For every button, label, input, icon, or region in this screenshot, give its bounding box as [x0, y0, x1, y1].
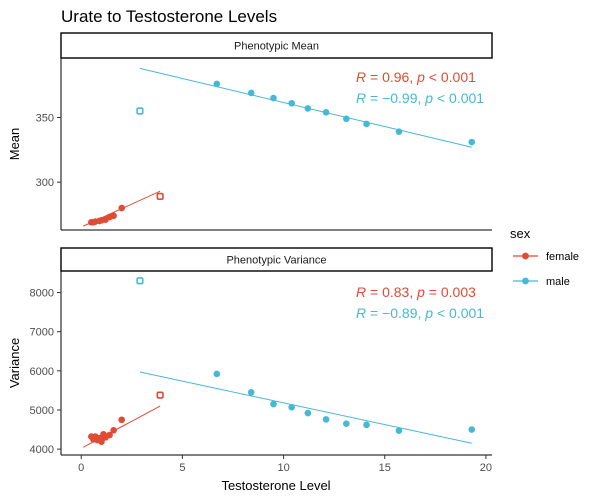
facet-strip-label: Phenotypic Mean — [234, 41, 319, 53]
data-point-male — [247, 89, 255, 97]
data-point-male — [395, 128, 403, 136]
legend-item-female: female — [513, 251, 579, 263]
fit-line-male — [139, 371, 472, 444]
data-point-male — [288, 99, 295, 107]
chart-title: Urate to Testosterone Levels — [61, 7, 277, 26]
outlier-point-male — [136, 277, 144, 285]
data-point-male — [304, 105, 312, 112]
data-point-female — [106, 431, 113, 439]
data-point-male — [288, 403, 295, 411]
data-point-female — [118, 204, 126, 212]
y-tick-label: 350 — [36, 112, 54, 124]
x-tick-label: 15 — [379, 462, 391, 474]
data-point-female — [98, 438, 105, 445]
panel-mean: Phenotypic Mean 300 350 Mean R = 0.96, p < 0… — [7, 32, 493, 231]
data-point-male — [322, 416, 330, 423]
outlier-point-male — [136, 107, 144, 115]
y-tick-label: 8000 — [30, 288, 54, 300]
legend: sex female male — [510, 226, 579, 288]
data-point-male — [468, 426, 476, 433]
x-axis-title: Testosterone Level — [221, 478, 330, 493]
y-tick-label: 300 — [36, 177, 54, 189]
facet-strip — [60, 247, 493, 272]
data-point-male — [343, 115, 350, 123]
data-point-male — [304, 409, 312, 417]
outlier-point-female — [156, 391, 164, 399]
facet-strip-label: Phenotypic Variance — [226, 255, 326, 267]
data-point-male — [270, 94, 277, 102]
data-point-male — [363, 421, 370, 429]
data-point-female — [110, 212, 117, 220]
series-female: R = 0.83, p = 0.003 — [83, 284, 476, 448]
data-point-female — [110, 427, 117, 434]
stat-annotation-female: R = 0.96, p < 0.001 — [356, 69, 476, 85]
legend-label: female — [546, 251, 579, 263]
data-point-male — [213, 80, 221, 88]
series-male: R = −0.99, p < 0.001 — [136, 67, 484, 148]
data-point-male — [468, 138, 476, 146]
x-tick-label: 20 — [480, 462, 492, 474]
data-point-male — [322, 109, 330, 116]
data-point-male — [395, 427, 403, 435]
data-point-male — [363, 120, 370, 128]
stat-annotation-female: R = 0.83, p = 0.003 — [356, 284, 476, 300]
facet-panels: Phenotypic Mean 300 350 Mean R = 0.96, p < 0… — [7, 32, 493, 474]
panel-variance: Phenotypic Variance 4000 5000 6000 7000 8000 V… — [7, 247, 493, 474]
x-tick-label: 0 — [78, 462, 84, 474]
y-axis-title: Variance — [7, 338, 22, 388]
legend-label: male — [546, 276, 570, 288]
y-tick-label: 4000 — [30, 444, 54, 456]
legend-title: sex — [510, 226, 531, 241]
stat-annotation-male: R = −0.89, p < 0.001 — [356, 305, 484, 321]
y-tick-label: 6000 — [30, 366, 54, 378]
series-female: R = 0.96, p < 0.001 — [83, 69, 476, 227]
legend-key-point — [522, 252, 529, 260]
facet-strip — [60, 32, 493, 59]
x-tick-label: 5 — [179, 462, 185, 474]
y-axis-title: Mean — [7, 128, 22, 161]
series-male: R = −0.89, p < 0.001 — [136, 277, 484, 444]
legend-key-point — [522, 277, 529, 285]
data-point-female — [118, 416, 126, 424]
data-point-male — [213, 370, 221, 378]
x-tick-label: 10 — [277, 462, 289, 474]
data-point-male — [247, 389, 255, 396]
y-tick-label: 7000 — [30, 327, 54, 339]
data-point-male — [343, 420, 350, 427]
legend-item-male: male — [513, 276, 570, 288]
stat-annotation-male: R = −0.99, p < 0.001 — [356, 90, 484, 106]
data-point-male — [270, 400, 277, 408]
y-tick-label: 5000 — [30, 405, 54, 417]
outlier-point-female — [156, 192, 164, 200]
